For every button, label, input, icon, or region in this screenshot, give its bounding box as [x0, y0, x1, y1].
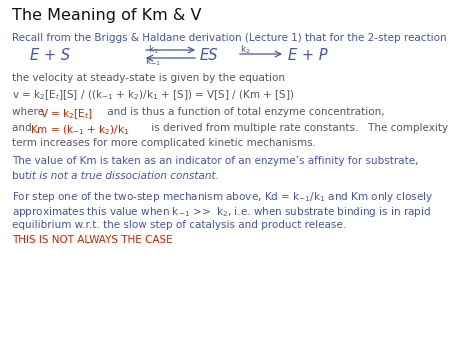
Text: Km = (k$_{-1}$ + k$_2$)/k$_1$: Km = (k$_{-1}$ + k$_2$)/k$_1$ [30, 123, 129, 137]
Text: k$_2$: k$_2$ [240, 43, 251, 55]
Text: but: but [12, 171, 32, 181]
Text: v = k$_2$[E$_t$][S] / ((k$_{-1}$ + k$_2$)/k$_1$ + [S]) = V[S] / (Km + [S]): v = k$_2$[E$_t$][S] / ((k$_{-1}$ + k$_2$… [12, 88, 294, 102]
Text: term increases for more complicated kinetic mechanisms.: term increases for more complicated kine… [12, 138, 316, 148]
Text: where: where [12, 107, 47, 117]
Text: ES: ES [200, 48, 219, 63]
Text: E + P: E + P [288, 48, 328, 63]
Text: Recall from the Briggs & Haldane derivation (Lecture 1) that for the 2-step reac: Recall from the Briggs & Haldane derivat… [12, 33, 446, 43]
Text: the velocity at steady-state is given by the equation: the velocity at steady-state is given by… [12, 73, 285, 83]
Text: and is thus a function of total enzyme concentration,: and is thus a function of total enzyme c… [104, 107, 385, 117]
Text: and: and [12, 123, 35, 133]
Text: For step one of the two-step mechanism above, Kd = k$_{-1}$/k$_1$ and Km only cl: For step one of the two-step mechanism a… [12, 190, 433, 204]
Text: The Meaning of Km & V: The Meaning of Km & V [12, 8, 202, 23]
Text: approximates this value when k$_{-1}$ >>  k$_2$, i.e. when substrate binding is : approximates this value when k$_{-1}$ >>… [12, 205, 431, 219]
Text: k$_{-1}$: k$_{-1}$ [145, 56, 161, 69]
Text: it is not a true dissociation constant.: it is not a true dissociation constant. [29, 171, 219, 181]
Text: k$_1$: k$_1$ [148, 43, 159, 55]
Text: equilibrium w.r.t. the slow step of catalysis and product release.: equilibrium w.r.t. the slow step of cata… [12, 220, 346, 230]
Text: The value of Km is taken as an indicator of an enzyme’s affinity for substrate,: The value of Km is taken as an indicator… [12, 156, 418, 166]
Text: E + S: E + S [30, 48, 70, 63]
Text: is derived from multiple rate constants.   The complexity of this: is derived from multiple rate constants.… [148, 123, 450, 133]
Text: V = k$_2$[E$_t$]: V = k$_2$[E$_t$] [40, 107, 93, 121]
Text: THIS IS NOT ALWAYS THE CASE: THIS IS NOT ALWAYS THE CASE [12, 235, 173, 245]
